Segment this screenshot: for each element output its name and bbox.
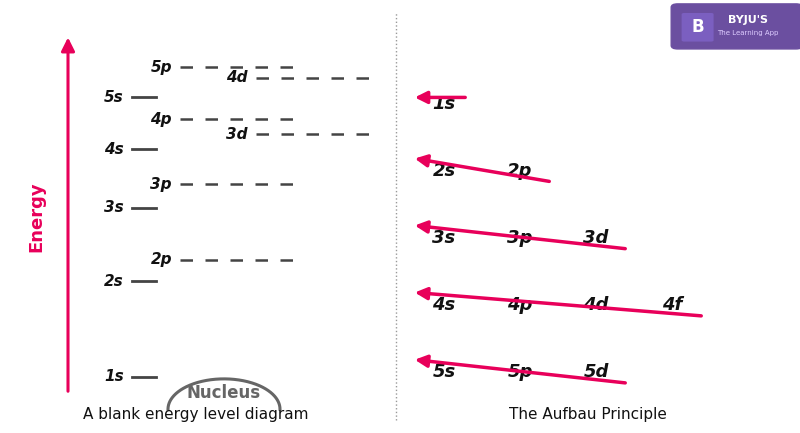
Text: 3d: 3d — [583, 229, 609, 247]
Text: 3d: 3d — [226, 127, 248, 142]
Text: 3p: 3p — [150, 177, 172, 191]
Text: 4p: 4p — [507, 296, 533, 314]
FancyBboxPatch shape — [671, 4, 800, 49]
Text: The Aufbau Principle: The Aufbau Principle — [509, 407, 667, 422]
Text: 4s: 4s — [104, 142, 124, 157]
Text: 5p: 5p — [507, 363, 533, 381]
Text: 2p: 2p — [150, 252, 172, 267]
Text: BYJU'S: BYJU'S — [728, 15, 768, 26]
Text: The Learning App: The Learning App — [718, 30, 778, 36]
Text: B: B — [691, 18, 704, 36]
Text: 3p: 3p — [507, 229, 533, 247]
Text: 2p: 2p — [507, 162, 533, 180]
Text: 3s: 3s — [104, 200, 124, 215]
Text: 1s: 1s — [432, 95, 456, 113]
Text: A blank energy level diagram: A blank energy level diagram — [83, 407, 309, 422]
Text: 2s: 2s — [432, 162, 456, 180]
Text: 4d: 4d — [583, 296, 609, 314]
Text: 4s: 4s — [432, 296, 456, 314]
Text: 4f: 4f — [662, 296, 682, 314]
Text: Nucleus: Nucleus — [187, 384, 261, 401]
Text: 4d: 4d — [226, 71, 248, 85]
Text: 5p: 5p — [150, 60, 172, 74]
Text: 2s: 2s — [104, 274, 124, 289]
Text: 3s: 3s — [432, 229, 456, 247]
Text: 5d: 5d — [583, 363, 609, 381]
Text: 5s: 5s — [104, 90, 124, 105]
Text: 5s: 5s — [432, 363, 456, 381]
Text: Energy: Energy — [27, 181, 45, 252]
Text: 4p: 4p — [150, 112, 172, 126]
FancyBboxPatch shape — [682, 13, 714, 42]
Text: 1s: 1s — [104, 369, 124, 384]
